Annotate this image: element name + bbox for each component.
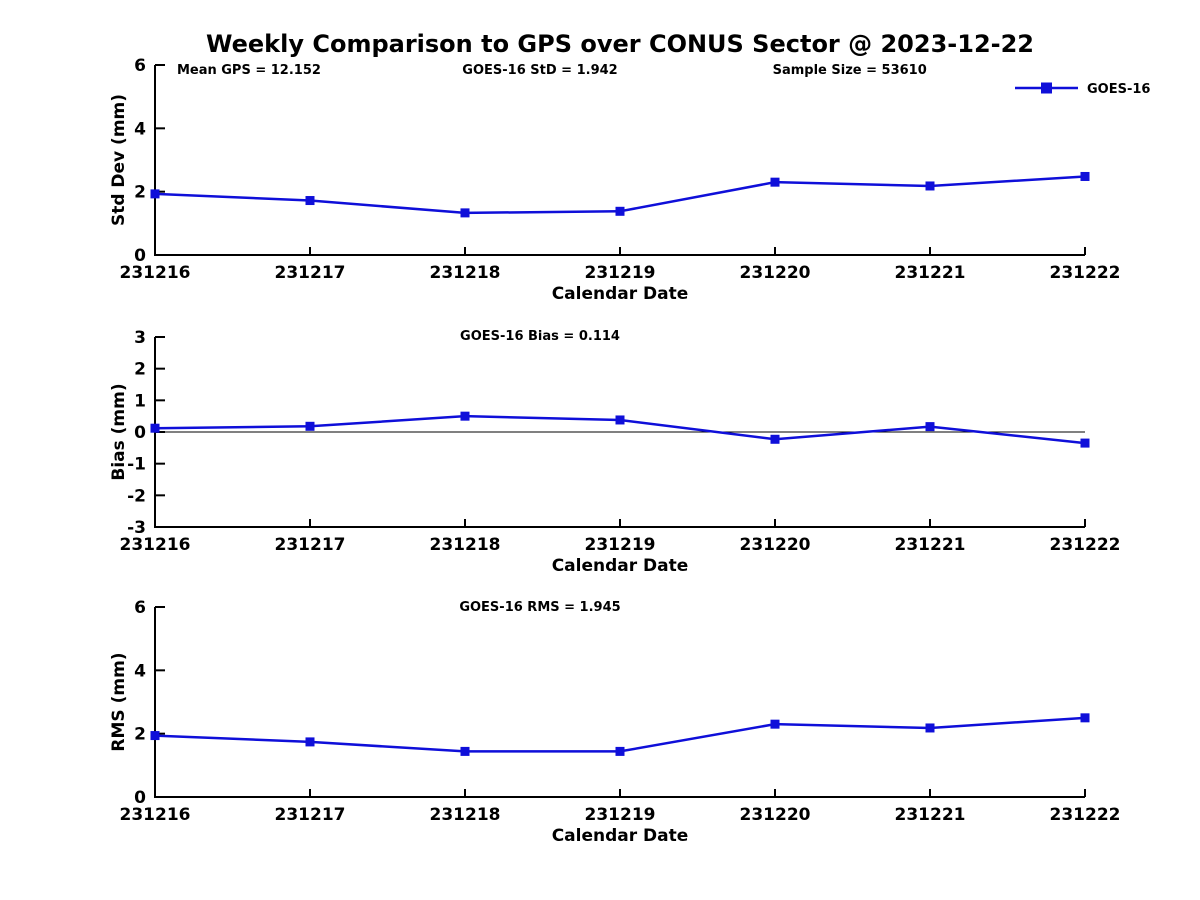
x-tick-label: 231219 [585,535,656,555]
data-point-marker [460,411,470,421]
stat-annotation: Sample Size = 53610 [773,63,927,78]
data-point-marker [150,423,160,433]
data-point-marker [770,177,780,187]
x-tick-label: 231220 [740,535,811,555]
data-point-marker [770,719,780,729]
y-tick-label: 0 [134,788,146,808]
x-tick-label: 231219 [585,805,656,825]
data-point-marker [460,746,470,756]
figure-title: Weekly Comparison to GPS over CONUS Sect… [205,30,1034,58]
x-tick-label: 231216 [120,535,191,555]
x-tick-label: 231221 [895,535,966,555]
y-tick-label: 6 [134,598,146,618]
x-axis-label: Calendar Date [552,826,689,846]
x-tick-label: 231219 [585,263,656,283]
x-tick-label: 231218 [430,805,501,825]
y-tick-label: 4 [134,661,146,681]
y-tick-label: 3 [134,328,146,348]
data-point-marker [305,421,315,431]
x-tick-label: 231221 [895,805,966,825]
stat-annotation: Mean GPS = 12.152 [177,63,321,78]
stat-annotation: GOES-16 StD = 1.942 [462,63,617,78]
y-tick-label: 6 [134,56,146,76]
data-point-marker [1080,171,1090,181]
data-point-marker [150,189,160,199]
series-line [154,716,1086,753]
data-point-marker [460,208,470,218]
legend-marker [1041,82,1052,94]
data-point-marker [305,737,315,747]
y-axis-label: Std Dev (mm) [109,94,129,226]
data-point-marker [615,746,625,756]
x-tick-label: 231221 [895,263,966,283]
x-axis-label: Calendar Date [552,556,689,576]
x-axis-label: Calendar Date [552,284,689,304]
data-point-marker [925,422,935,432]
x-tick-label: 231217 [275,535,346,555]
y-tick-label: 2 [134,360,146,380]
stat-annotation: GOES-16 RMS = 1.945 [459,600,620,615]
y-tick-label: 2 [134,183,146,203]
x-tick-label: 231217 [275,263,346,283]
data-point-marker [150,731,160,741]
legend-label: GOES-16 [1087,82,1150,97]
y-tick-label: 0 [134,423,146,443]
y-tick-label: -1 [127,455,146,475]
y-tick-label: 0 [134,246,146,266]
data-point-marker [1080,438,1090,448]
x-tick-label: 231216 [120,805,191,825]
y-tick-label: -2 [127,486,146,506]
x-tick-label: 231216 [120,263,191,283]
data-point-marker [305,196,315,206]
axes-frame [154,65,1085,256]
x-tick-label: 231218 [430,263,501,283]
x-tick-label: 231222 [1050,535,1121,555]
y-tick-label: -3 [127,518,146,538]
stat-annotation: GOES-16 Bias = 0.114 [460,329,620,344]
data-point-marker [615,415,625,425]
y-axis-label: RMS (mm) [109,652,129,751]
x-tick-label: 231222 [1050,805,1121,825]
y-tick-label: 2 [134,725,146,745]
x-tick-label: 231218 [430,535,501,555]
x-tick-label: 231217 [275,805,346,825]
axes-frame [154,607,1085,798]
y-tick-label: 1 [134,391,146,411]
data-point-marker [925,723,935,733]
y-axis-label: Bias (mm) [109,383,129,480]
data-point-marker [770,434,780,444]
x-tick-label: 231220 [740,263,811,283]
data-point-marker [925,181,935,191]
x-tick-label: 231222 [1050,263,1121,283]
y-tick-label: 4 [134,119,146,139]
x-tick-label: 231220 [740,805,811,825]
data-point-marker [615,206,625,216]
data-point-marker [1080,713,1090,723]
